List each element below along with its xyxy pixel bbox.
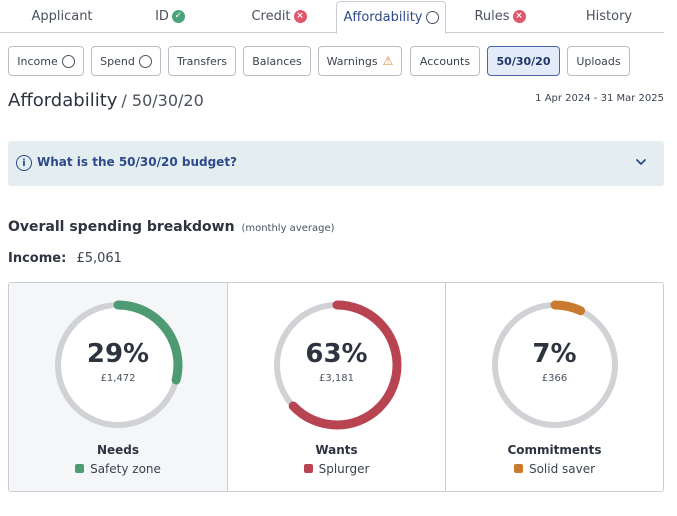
tab-label: ID [155,9,169,24]
error-icon: × [293,10,307,23]
warning-icon: ⚠ [382,54,394,68]
button-label: Spend [100,54,135,68]
date-range: 1 Apr 2024 - 31 Mar 2025 [535,93,664,104]
tab-id[interactable]: ID ✓ [124,0,216,33]
legend-swatch [303,464,313,473]
tab-credit[interactable]: Credit × [226,0,332,33]
wants-donut [272,300,402,430]
button-label: Accounts [419,54,471,68]
subnav-uploads-button[interactable]: Uploads [567,46,630,76]
info-accordion[interactable]: i What is the 50/30/20 budget? [8,141,664,186]
button-label: Warnings [326,54,378,68]
pending-circle-icon [61,54,75,68]
check-icon: ✓ [171,10,185,23]
subnav-income-button[interactable]: Income [8,46,84,76]
commitments-card: 7% £366 Commitments Solid saver [445,283,663,491]
ring-outer [55,302,181,428]
wants-amount: £3,181 [319,373,354,384]
zone-label: Splurger [318,462,370,476]
commitments-zone: Solid saver [446,462,663,476]
button-label: 50/30/20 [496,54,551,68]
top-tabs: Applicant ID ✓ Credit × Affordability Ru… [0,0,664,34]
income-summary: Income: £5,061 [8,251,122,266]
needs-arc [53,300,183,430]
pending-circle-icon [425,11,439,24]
commitments-donut [490,300,620,430]
section-heading-text: Overall spending breakdown [8,219,235,235]
wants-arc [272,300,402,430]
button-label: Transfers [177,54,227,68]
breadcrumb: / 50/30/20 [121,91,204,110]
error-icon: × [512,10,526,23]
needs-percent: 29% [86,339,150,369]
info-icon: i [16,155,32,171]
ring-outer [274,302,400,428]
legend-swatch [75,464,85,473]
wants-label: Wants [315,443,358,457]
subnav-spend-button[interactable]: Spend [91,46,161,76]
tab-label: History [585,9,633,24]
tab-label: Affordability [343,10,423,25]
wants-card: 63% £3,181 Wants Splurger [227,283,445,491]
section-heading: Overall spending breakdown (monthly aver… [8,219,335,235]
tab-label: Credit [251,9,291,24]
button-label: Balances [252,54,302,68]
tab-history[interactable]: History [556,0,662,33]
needs-zone: Safety zone [9,462,227,476]
commitments-amount: £366 [541,373,568,384]
pending-circle-icon [138,54,152,68]
commitments-percent: 7% [532,339,577,369]
needs-label: Needs [96,443,140,457]
needs-amount: £1,472 [100,373,136,384]
tab-label: Rules [474,9,510,24]
needs-card: 29% £1,472 Needs Safety zone [9,283,227,491]
subnav-warnings-button[interactable]: Warnings ⚠ [318,46,402,76]
income-label: Income: [8,251,67,266]
page-title-text: Affordability [8,90,118,111]
ring-outer [492,302,618,428]
commitments-arc [490,300,620,430]
page-title: Affordability/ 50/30/20 [8,90,204,111]
wants-percent: 63% [305,339,368,369]
section-note: (monthly average) [241,223,335,234]
tab-affordability[interactable]: Affordability [336,1,446,34]
subnav-transfers-button[interactable]: Transfers [168,46,236,76]
chevron-down-icon[interactable] [634,155,648,169]
legend-swatch [513,464,523,473]
breakdown-cards: 29% £1,472 Needs Safety zone 63% £3,181 … [8,282,664,492]
tab-label: Applicant [31,9,93,24]
subnav-balances-button[interactable]: Balances [243,46,311,76]
button-label: Income [17,54,58,68]
tab-applicant[interactable]: Applicant [0,0,124,33]
commitments-label: Commitments [507,443,602,457]
info-question: What is the 50/30/20 budget? [37,155,238,169]
needs-donut [53,300,183,430]
income-value: £5,061 [76,251,122,266]
zone-label: Safety zone [90,462,161,476]
zone-label: Solid saver [528,462,596,476]
tab-rules[interactable]: Rules × [448,0,552,33]
subnav-503020-button[interactable]: 50/30/20 [487,46,560,76]
wants-zone: Splurger [228,462,445,476]
button-label: Uploads [576,54,621,68]
subnav-accounts-button[interactable]: Accounts [410,46,480,76]
